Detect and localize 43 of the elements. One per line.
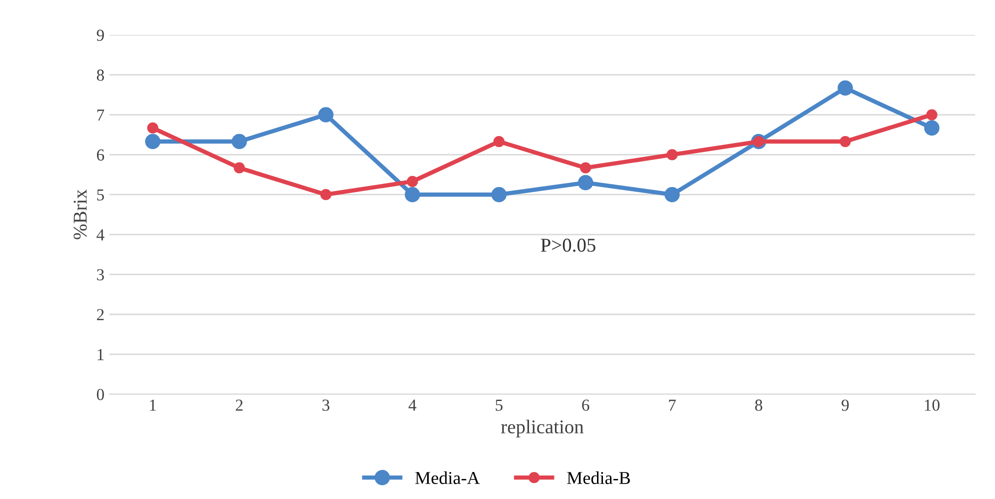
y-tick-label: 9: [96, 30, 104, 41]
point: [578, 174, 594, 190]
point: [926, 109, 938, 120]
point: [666, 149, 678, 160]
point: [234, 162, 245, 174]
legend-label: Media-A: [415, 471, 480, 484]
x-tick-label: 3: [322, 400, 330, 411]
point: [580, 162, 592, 174]
y-axis-title: %Brix: [74, 189, 87, 240]
point: [493, 136, 505, 148]
x-tick-label: 10: [924, 400, 940, 411]
x-tick-label: 4: [408, 400, 416, 411]
x-tick-label: 7: [669, 400, 676, 411]
point: [924, 120, 940, 136]
x-tick-label: 8: [755, 400, 762, 411]
legend-label: Media-B: [567, 471, 630, 484]
y-tick-label: 5: [97, 189, 104, 201]
point: [838, 80, 853, 96]
y-tick-label: 1: [98, 349, 104, 360]
y-tick-label: 2: [96, 309, 104, 320]
y-tick-label: 3: [97, 269, 104, 280]
point: [664, 186, 680, 202]
y-tick-label: 6: [96, 149, 104, 161]
annotation: P>0.05: [540, 238, 596, 252]
point: [491, 186, 507, 202]
point: [320, 189, 332, 200]
x-tick-label: 9: [842, 400, 849, 411]
y-tick-label: 0: [96, 388, 104, 400]
x-tick-label: 2: [236, 400, 243, 411]
x-axis-title: replication: [501, 420, 584, 438]
point: [406, 176, 418, 187]
point: [840, 136, 851, 148]
point: [404, 186, 420, 202]
y-tick-label: 7: [97, 110, 104, 121]
point: [232, 134, 247, 150]
y-tick-label: 8: [96, 70, 104, 81]
x-tick-label: 6: [582, 400, 590, 411]
y-tick-label: 4: [96, 229, 104, 240]
point: [147, 122, 158, 134]
x-tick-label: 1: [150, 400, 156, 411]
point: [318, 107, 334, 122]
x-tick-label: 5: [496, 400, 503, 411]
point: [145, 134, 160, 150]
